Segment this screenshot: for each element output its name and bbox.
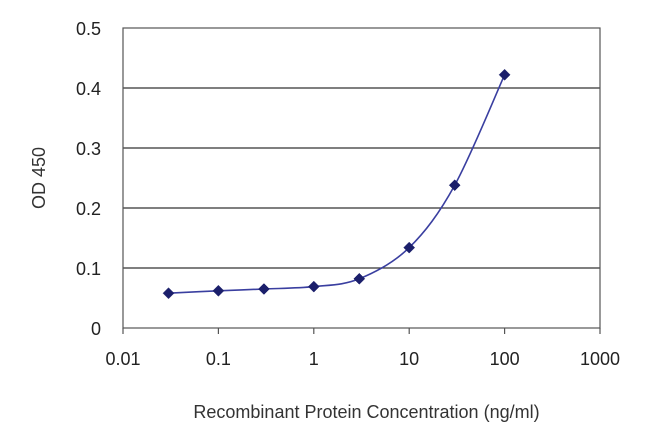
x-tick-label: 10	[399, 349, 419, 369]
x-tick-label: 0.1	[206, 349, 231, 369]
data-point-marker	[448, 179, 461, 192]
gridlines	[123, 87, 600, 269]
data-point-marker	[212, 284, 225, 297]
x-tick-label: 0.01	[105, 349, 140, 369]
data-point-marker	[307, 280, 320, 293]
x-tick-label: 1	[309, 349, 319, 369]
data-point-marker	[258, 283, 270, 295]
y-axis-tick-labels: 0 0.1 0.2 0.3 0.4 0.5	[76, 19, 101, 339]
x-tick-label: 1000	[580, 349, 620, 369]
data-point-marker	[162, 287, 175, 300]
series-curve	[168, 74, 506, 294]
data-point-marker	[353, 272, 366, 285]
data-point-marker	[498, 68, 511, 81]
plot-area	[122, 27, 601, 329]
x-tick-label: 100	[490, 349, 520, 369]
x-axis-tick-labels: 0.01 0.1 1 10 100 1000	[105, 349, 620, 369]
x-axis-ticks	[122, 328, 601, 334]
data-point-marker	[403, 241, 416, 254]
y-tick-label: 0.5	[76, 19, 101, 39]
y-tick-label: 0	[91, 319, 101, 339]
y-tick-label: 0.4	[76, 79, 101, 99]
x-axis-title: Recombinant Protein Concentration (ng/ml…	[193, 402, 539, 422]
y-axis-title: OD 450	[29, 147, 49, 209]
y-tick-label: 0.1	[76, 259, 101, 279]
data-points	[162, 68, 511, 300]
y-tick-label: 0.3	[76, 139, 101, 159]
y-tick-label: 0.2	[76, 199, 101, 219]
